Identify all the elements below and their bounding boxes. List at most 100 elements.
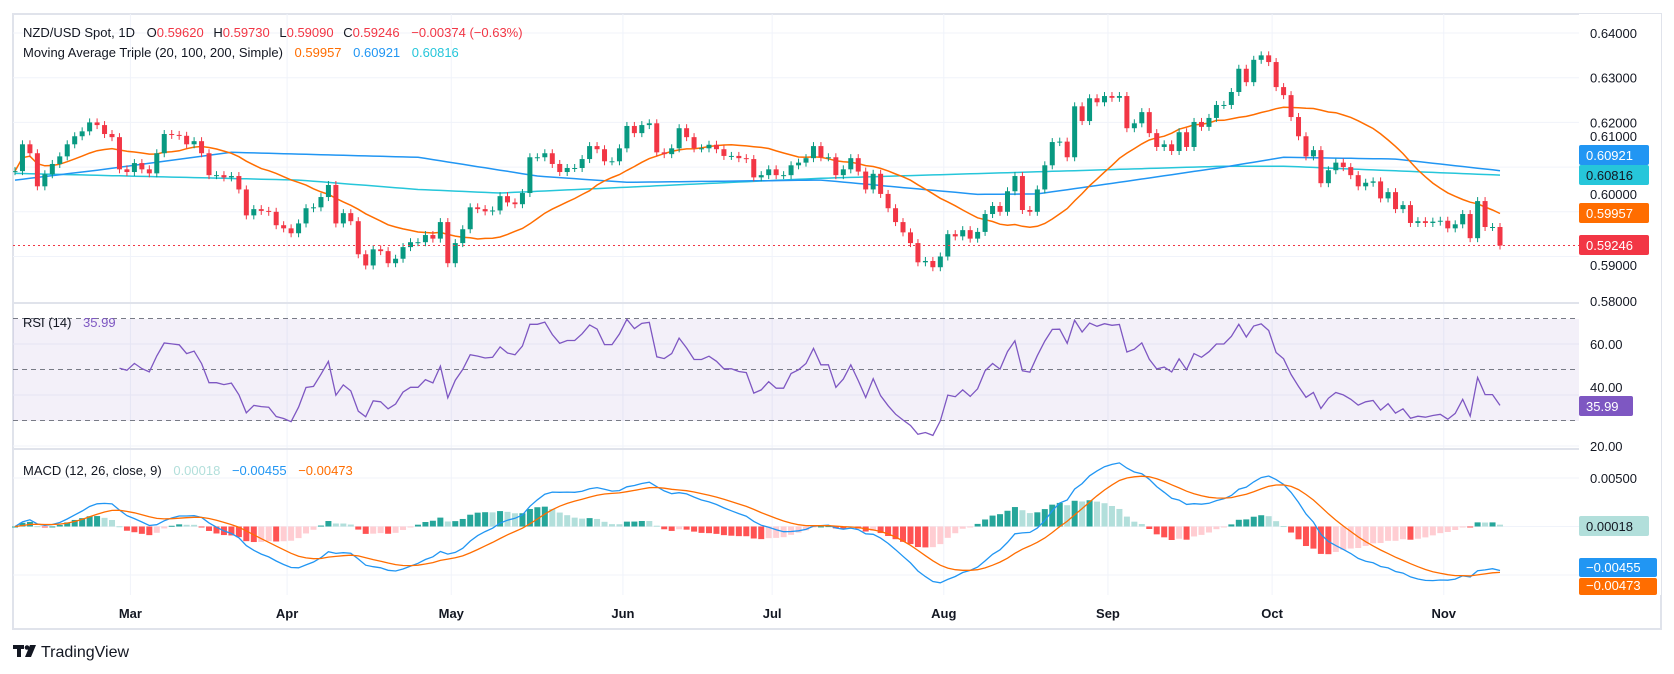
price-axis-bg[interactable] [1579, 14, 1661, 595]
change-value: −0.00374 (−0.63%) [411, 25, 522, 40]
candle-body [57, 156, 63, 164]
macd-histogram-bar [1191, 526, 1198, 537]
candle-body [415, 242, 421, 244]
macd-histogram-bar [41, 526, 48, 528]
macd-histogram-bar [497, 511, 504, 527]
price-tick-label: 0.61000 [1590, 129, 1637, 144]
candle-body [13, 171, 18, 173]
candle-body [878, 173, 884, 194]
macd-signal-line [14, 475, 1501, 577]
candle-body [602, 149, 608, 162]
candle-body [288, 228, 294, 234]
tradingview-logo[interactable]: TradingView [13, 644, 129, 661]
macd-histogram-bar [1265, 516, 1272, 527]
candle-body [1370, 181, 1376, 183]
macd-histogram-bar [1198, 526, 1205, 535]
candle-body [64, 144, 70, 157]
candle-body [1296, 117, 1302, 137]
macd-pane[interactable] [12, 462, 1503, 584]
candle-body [967, 230, 973, 239]
rsi-title: RSI (14) [23, 315, 71, 330]
candle-body [236, 176, 242, 190]
candle-body [564, 167, 570, 173]
candle-body [863, 171, 869, 190]
macd-histogram-bar [198, 526, 205, 528]
candle-body [445, 222, 451, 264]
rsi-badge-label: 35.99 [1586, 399, 1619, 414]
macd-histogram-bar [258, 526, 265, 542]
candle-body [751, 159, 757, 178]
candle-body [87, 122, 93, 132]
macd-histogram-bar [1183, 526, 1190, 540]
rsi-legend: RSI (14) 35.99 [23, 315, 116, 330]
macd-histogram-bar [1467, 526, 1474, 528]
candle-body [587, 146, 593, 160]
candle-body [669, 148, 675, 155]
candle-body [1072, 106, 1078, 158]
candle-body [810, 146, 816, 159]
macd-histogram-bar [1482, 522, 1489, 527]
candle-body [94, 122, 100, 126]
price-pane[interactable] [13, 51, 1580, 272]
candle-body [49, 163, 55, 175]
macd-histogram-bar [698, 526, 705, 533]
candle-body [1124, 96, 1130, 129]
rsi-pane[interactable] [119, 318, 1501, 437]
price-tick-label: 0.63000 [1590, 71, 1637, 86]
candle-body [482, 209, 488, 212]
candle-body [579, 159, 585, 168]
macd-histogram-bar [489, 512, 496, 527]
price-tick-label: 0.58000 [1590, 294, 1637, 309]
macd-histogram-bar [1459, 526, 1466, 528]
macd-histogram-bar [1056, 502, 1063, 527]
candle-body [1452, 224, 1458, 229]
candle-body [952, 234, 958, 237]
macd-histogram-bar [579, 518, 586, 527]
candle-body [900, 222, 906, 233]
macd-histogram-bar [1161, 526, 1168, 538]
candle-body [1221, 104, 1227, 106]
candle-body [691, 137, 697, 149]
macd-histogram-bar [94, 516, 101, 527]
rsi-tick-label: 20.00 [1590, 439, 1623, 454]
price-tick-label: 0.64000 [1590, 26, 1637, 41]
candle-body [310, 207, 316, 209]
macd-histogram-bar [101, 517, 108, 527]
candle-body [1206, 117, 1212, 127]
candle-body [1415, 221, 1421, 223]
macd-histogram-bar [997, 514, 1004, 527]
candle-body [243, 189, 249, 216]
candle-body [870, 173, 876, 190]
candle-body [1094, 98, 1100, 103]
candle-body [796, 162, 802, 166]
macd-histogram-bar [347, 524, 354, 527]
candle-body [1378, 181, 1384, 199]
macd-histogram-bar [1168, 526, 1175, 541]
macd-histogram-bar [653, 525, 660, 527]
macd-histogram-bar [288, 526, 295, 541]
candle-body [624, 125, 630, 149]
candle-body [557, 163, 563, 173]
candle-body [1079, 106, 1085, 122]
candle-body [549, 153, 555, 164]
ma100-line [14, 151, 1501, 196]
macd-histogram-bar [511, 513, 518, 527]
candle-body [990, 205, 996, 215]
ma100-badge-label: 0.60921 [1586, 148, 1633, 163]
rsi-tick-label: 40.00 [1590, 380, 1623, 395]
macd-histogram-bar [131, 526, 138, 533]
time-tick-label: Jul [763, 606, 782, 621]
tradingview-logo-icon [13, 645, 36, 657]
candle-body [1281, 87, 1287, 96]
macd-histogram-bar [907, 526, 914, 545]
candle-body [616, 148, 622, 162]
macd-histogram-bar [825, 526, 832, 528]
time-tick-label: Nov [1431, 606, 1456, 621]
macd-histogram-bar [773, 526, 780, 538]
macd-histogram-bar [594, 518, 601, 527]
macd-histogram-bar [900, 526, 907, 542]
candle-body [848, 158, 854, 170]
candle-body [1340, 162, 1346, 168]
